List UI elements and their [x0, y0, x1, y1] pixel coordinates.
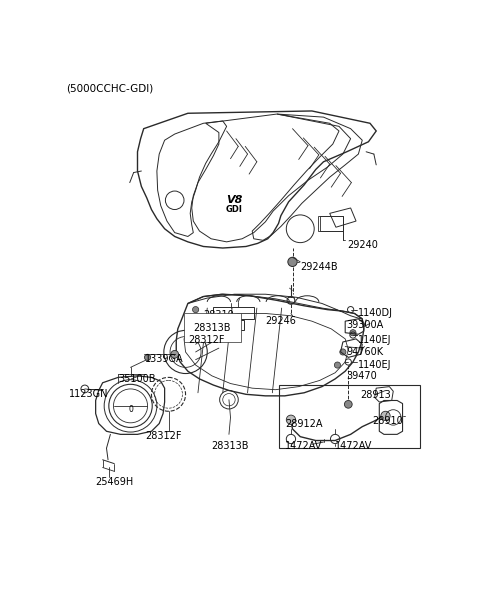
Text: 25469H: 25469H [95, 477, 133, 487]
Text: 0: 0 [128, 405, 133, 414]
Text: 28912A: 28912A [285, 419, 322, 429]
Text: 28310: 28310 [204, 310, 234, 320]
Text: 29246: 29246 [265, 316, 296, 326]
Circle shape [192, 307, 199, 313]
Circle shape [335, 362, 340, 368]
Circle shape [350, 330, 356, 336]
Bar [320, 216, 343, 231]
Circle shape [345, 401, 352, 408]
Text: 39300A: 39300A [347, 320, 384, 330]
Circle shape [381, 411, 390, 421]
Text: 28313B: 28313B [211, 440, 249, 450]
Bar [279, 385, 420, 448]
Text: (5000CCHC-GDI): (5000CCHC-GDI) [66, 83, 154, 93]
Circle shape [286, 415, 296, 424]
Text: 35100B: 35100B [118, 374, 156, 384]
Text: 1140EJ: 1140EJ [359, 360, 392, 369]
Text: 29244B: 29244B [300, 262, 338, 272]
Text: 1123GN: 1123GN [69, 389, 109, 399]
Text: 1472AV: 1472AV [335, 440, 372, 450]
Text: 28312F: 28312F [145, 431, 182, 441]
Text: 29240: 29240 [347, 241, 378, 251]
Bar [318, 216, 343, 231]
Text: V8: V8 [226, 195, 242, 205]
Text: 1339GA: 1339GA [145, 354, 184, 364]
Circle shape [340, 349, 346, 355]
Bar [204, 320, 244, 330]
Text: 39470: 39470 [347, 371, 377, 381]
Text: 28312F: 28312F [188, 335, 224, 345]
Text: 28313B: 28313B [193, 323, 231, 333]
Circle shape [171, 350, 179, 358]
Text: 28910: 28910 [372, 416, 403, 426]
Text: GDI: GDI [226, 205, 243, 214]
Text: 1472AV: 1472AV [285, 440, 322, 450]
Text: 94760K: 94760K [347, 346, 384, 356]
Text: 1140EJ: 1140EJ [359, 335, 392, 345]
Bar [214, 307, 254, 319]
Text: 1140DJ: 1140DJ [359, 308, 394, 318]
Circle shape [288, 257, 297, 267]
Circle shape [144, 354, 151, 361]
Text: 28913: 28913 [360, 391, 392, 401]
